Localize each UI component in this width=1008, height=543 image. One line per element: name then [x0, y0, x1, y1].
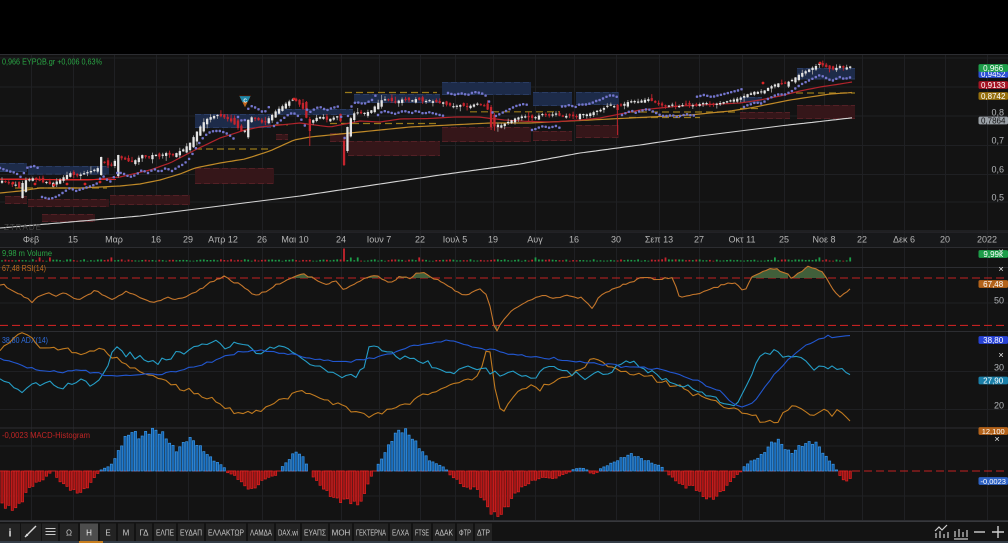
svg-text:29: 29	[183, 235, 193, 245]
svg-text:ΜΟΗ: ΜΟΗ	[332, 529, 351, 538]
svg-text:25: 25	[779, 235, 789, 245]
svg-text:38,80: 38,80	[983, 336, 1004, 345]
svg-text:ΔΤΡ: ΔΤΡ	[477, 529, 490, 538]
svg-text:Δεκ 6: Δεκ 6	[893, 235, 915, 245]
svg-text:0,8: 0,8	[991, 107, 1004, 117]
svg-text:✕: ✕	[998, 267, 1004, 274]
svg-text:2022: 2022	[977, 235, 997, 245]
svg-text:Αυγ: Αυγ	[527, 235, 543, 245]
svg-text:50: 50	[994, 295, 1004, 305]
svg-text:Μ: Μ	[123, 529, 130, 538]
svg-text:30: 30	[994, 362, 1004, 372]
svg-text:-0,0023: -0,0023	[980, 477, 1005, 486]
svg-text:ΕΥΔΑΠ: ΕΥΔΑΠ	[180, 529, 202, 538]
svg-text:Ω: Ω	[66, 529, 72, 538]
svg-text:✕: ✕	[994, 437, 1000, 444]
svg-text:ΕΥΑΠΣ: ΕΥΑΠΣ	[304, 529, 326, 538]
svg-text:0,7864: 0,7864	[981, 116, 1006, 125]
svg-text:DAX.wi: DAX.wi	[278, 529, 298, 538]
svg-text:0,966: 0,966	[983, 64, 1004, 73]
svg-text:ΓΕΚΤΕΡΝΑ: ΓΕΚΤΕΡΝΑ	[356, 529, 386, 538]
svg-text:9,99κ: 9,99κ	[983, 250, 1004, 259]
svg-text:C: C	[243, 99, 247, 105]
svg-text:0,6: 0,6	[991, 164, 1004, 174]
svg-text:0,9133: 0,9133	[981, 81, 1006, 90]
svg-text:ΕΛΧΑ: ΕΛΧΑ	[392, 529, 410, 538]
svg-text:Οκτ 11: Οκτ 11	[729, 235, 756, 245]
svg-text:20: 20	[994, 400, 1004, 410]
svg-text:Μαρ: Μαρ	[105, 235, 123, 245]
svg-text:ZTRADE: ZTRADE	[4, 223, 42, 232]
svg-text:ΛΑΜΔΑ: ΛΑΜΔΑ	[250, 529, 273, 538]
svg-text:0,8742: 0,8742	[981, 92, 1006, 101]
svg-text:ΓΔ: ΓΔ	[139, 529, 149, 538]
svg-text:FTSE: FTSE	[415, 529, 429, 538]
svg-text:30: 30	[611, 235, 621, 245]
svg-text:Ιουλ 5: Ιουλ 5	[443, 235, 467, 245]
svg-text:19: 19	[488, 235, 498, 245]
svg-text:24: 24	[336, 235, 346, 245]
svg-text:ΑΔΑΚ: ΑΔΑΚ	[435, 529, 454, 538]
svg-text:-0,0023 MACD-Histogram: -0,0023 MACD-Histogram	[2, 431, 90, 440]
svg-text:i: i	[8, 528, 11, 540]
svg-text:16: 16	[569, 235, 579, 245]
svg-text:9,98 m Volume: 9,98 m Volume	[2, 249, 53, 258]
svg-text:Φεβ: Φεβ	[23, 235, 39, 245]
svg-text:22: 22	[857, 235, 867, 245]
svg-text:0,966 ΕΥΡΩΒ.gr +0,006 0,63%: 0,966 ΕΥΡΩΒ.gr +0,006 0,63%	[2, 57, 102, 67]
svg-text:Μαι 10: Μαι 10	[281, 235, 308, 245]
svg-text:ΦΤΡ: ΦΤΡ	[459, 529, 471, 538]
svg-text:✕: ✕	[998, 249, 1004, 256]
svg-text:Ιουν 7: Ιουν 7	[367, 235, 391, 245]
svg-text:15: 15	[68, 235, 78, 245]
svg-text:38,80 ADX(14): 38,80 ADX(14)	[2, 336, 48, 345]
svg-text:16: 16	[151, 235, 161, 245]
svg-text:22: 22	[415, 235, 425, 245]
svg-text:27: 27	[694, 235, 704, 245]
svg-text:✕: ✕	[998, 353, 1004, 360]
svg-text:67,48: 67,48	[983, 280, 1004, 289]
svg-text:Ε: Ε	[105, 529, 110, 538]
svg-text:0,5: 0,5	[991, 192, 1004, 202]
svg-text:Νοε 8: Νοε 8	[812, 235, 835, 245]
svg-text:27,90: 27,90	[983, 376, 1004, 385]
svg-text:26: 26	[257, 235, 267, 245]
svg-text:Η: Η	[86, 529, 92, 538]
svg-text:Σεπ 13: Σεπ 13	[645, 235, 673, 245]
svg-text:Απρ 12: Απρ 12	[208, 235, 238, 245]
svg-text:0,9452: 0,9452	[981, 70, 1006, 79]
svg-text:67,48 RSI(14): 67,48 RSI(14)	[2, 264, 46, 273]
svg-text:12,100: 12,100	[982, 427, 1005, 436]
svg-text:20: 20	[940, 235, 950, 245]
svg-text:0,7: 0,7	[991, 135, 1004, 145]
svg-text:ΕΛΛΑΚΤΩΡ: ΕΛΛΑΚΤΩΡ	[208, 529, 244, 538]
svg-text:ΕΛΠΕ: ΕΛΠΕ	[156, 529, 174, 538]
